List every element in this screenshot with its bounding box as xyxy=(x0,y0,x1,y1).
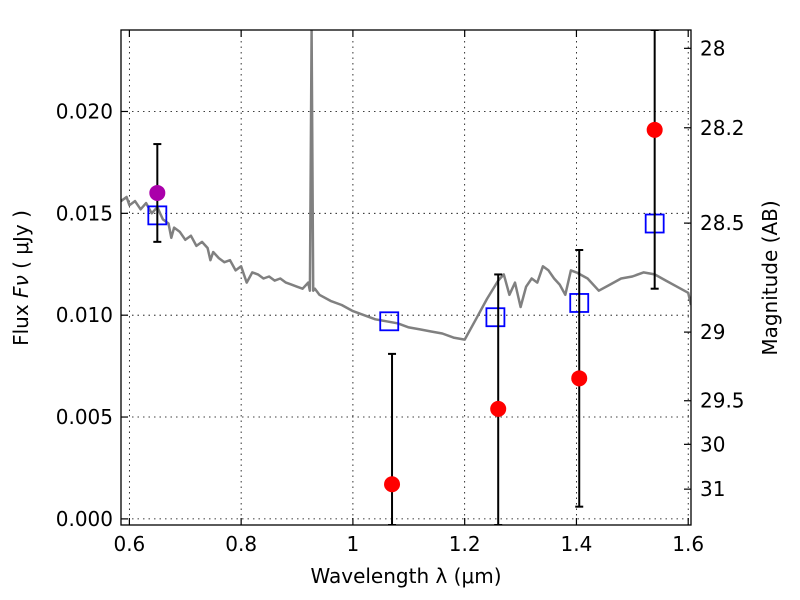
x-axis-ticks: 0.6 0.8 1 1.2 1.4 1.6 xyxy=(113,30,704,556)
x-tick-label: 1.2 xyxy=(449,532,481,556)
model-square xyxy=(485,307,506,328)
x-tick-label: 1 xyxy=(347,532,360,556)
plot-frame xyxy=(120,29,692,526)
y-axis-title-unit: ( μJy ) xyxy=(9,210,33,275)
right-tick-label: 31 xyxy=(700,477,725,501)
y-axis-title-symbol: Fν xyxy=(9,275,33,298)
observed-point xyxy=(490,400,507,417)
y-tick-label: 0.000 xyxy=(56,507,113,531)
x-tick-label: 0.8 xyxy=(225,532,257,556)
plot-background xyxy=(121,30,691,525)
right-tick-label: 28 xyxy=(700,36,725,60)
x-tick-label: 0.6 xyxy=(113,532,145,556)
x-tick-label: 1.6 xyxy=(672,532,704,556)
observed-point xyxy=(149,184,166,201)
model-square xyxy=(379,311,400,332)
y-axis-title-text: Flux xyxy=(9,298,33,346)
right-tick-label: 28.5 xyxy=(700,211,745,235)
y-tick-label: 0.005 xyxy=(56,405,113,429)
x-tick-label: 1.4 xyxy=(561,532,593,556)
y-axis-title: Flux Fν ( μJy ) xyxy=(9,210,33,346)
y-axis-ticks: 0.000 0.005 0.010 0.015 0.020 xyxy=(56,99,128,531)
model-spectrum-line xyxy=(121,30,691,341)
observed-point xyxy=(646,121,663,138)
right-tick-label: 30 xyxy=(700,432,725,456)
right-axis-title: Magnitude (AB) xyxy=(758,200,782,355)
y-tick-label: 0.015 xyxy=(56,201,113,225)
observed-point xyxy=(384,476,401,493)
right-tick-label: 29.5 xyxy=(700,389,745,413)
plot-area xyxy=(121,30,691,525)
grid-lines xyxy=(121,30,691,525)
right-axis-ticks: 28 28.2 28.5 29 29.5 30 31 xyxy=(684,36,745,501)
right-tick-label: 28.2 xyxy=(700,116,745,140)
observed-point xyxy=(571,370,588,387)
right-tick-label: 29 xyxy=(700,320,725,344)
y-tick-label: 0.010 xyxy=(56,303,113,327)
y-tick-label: 0.020 xyxy=(56,99,113,123)
x-axis-title: Wavelength λ (μm) xyxy=(310,564,501,588)
observed-points xyxy=(149,30,663,525)
